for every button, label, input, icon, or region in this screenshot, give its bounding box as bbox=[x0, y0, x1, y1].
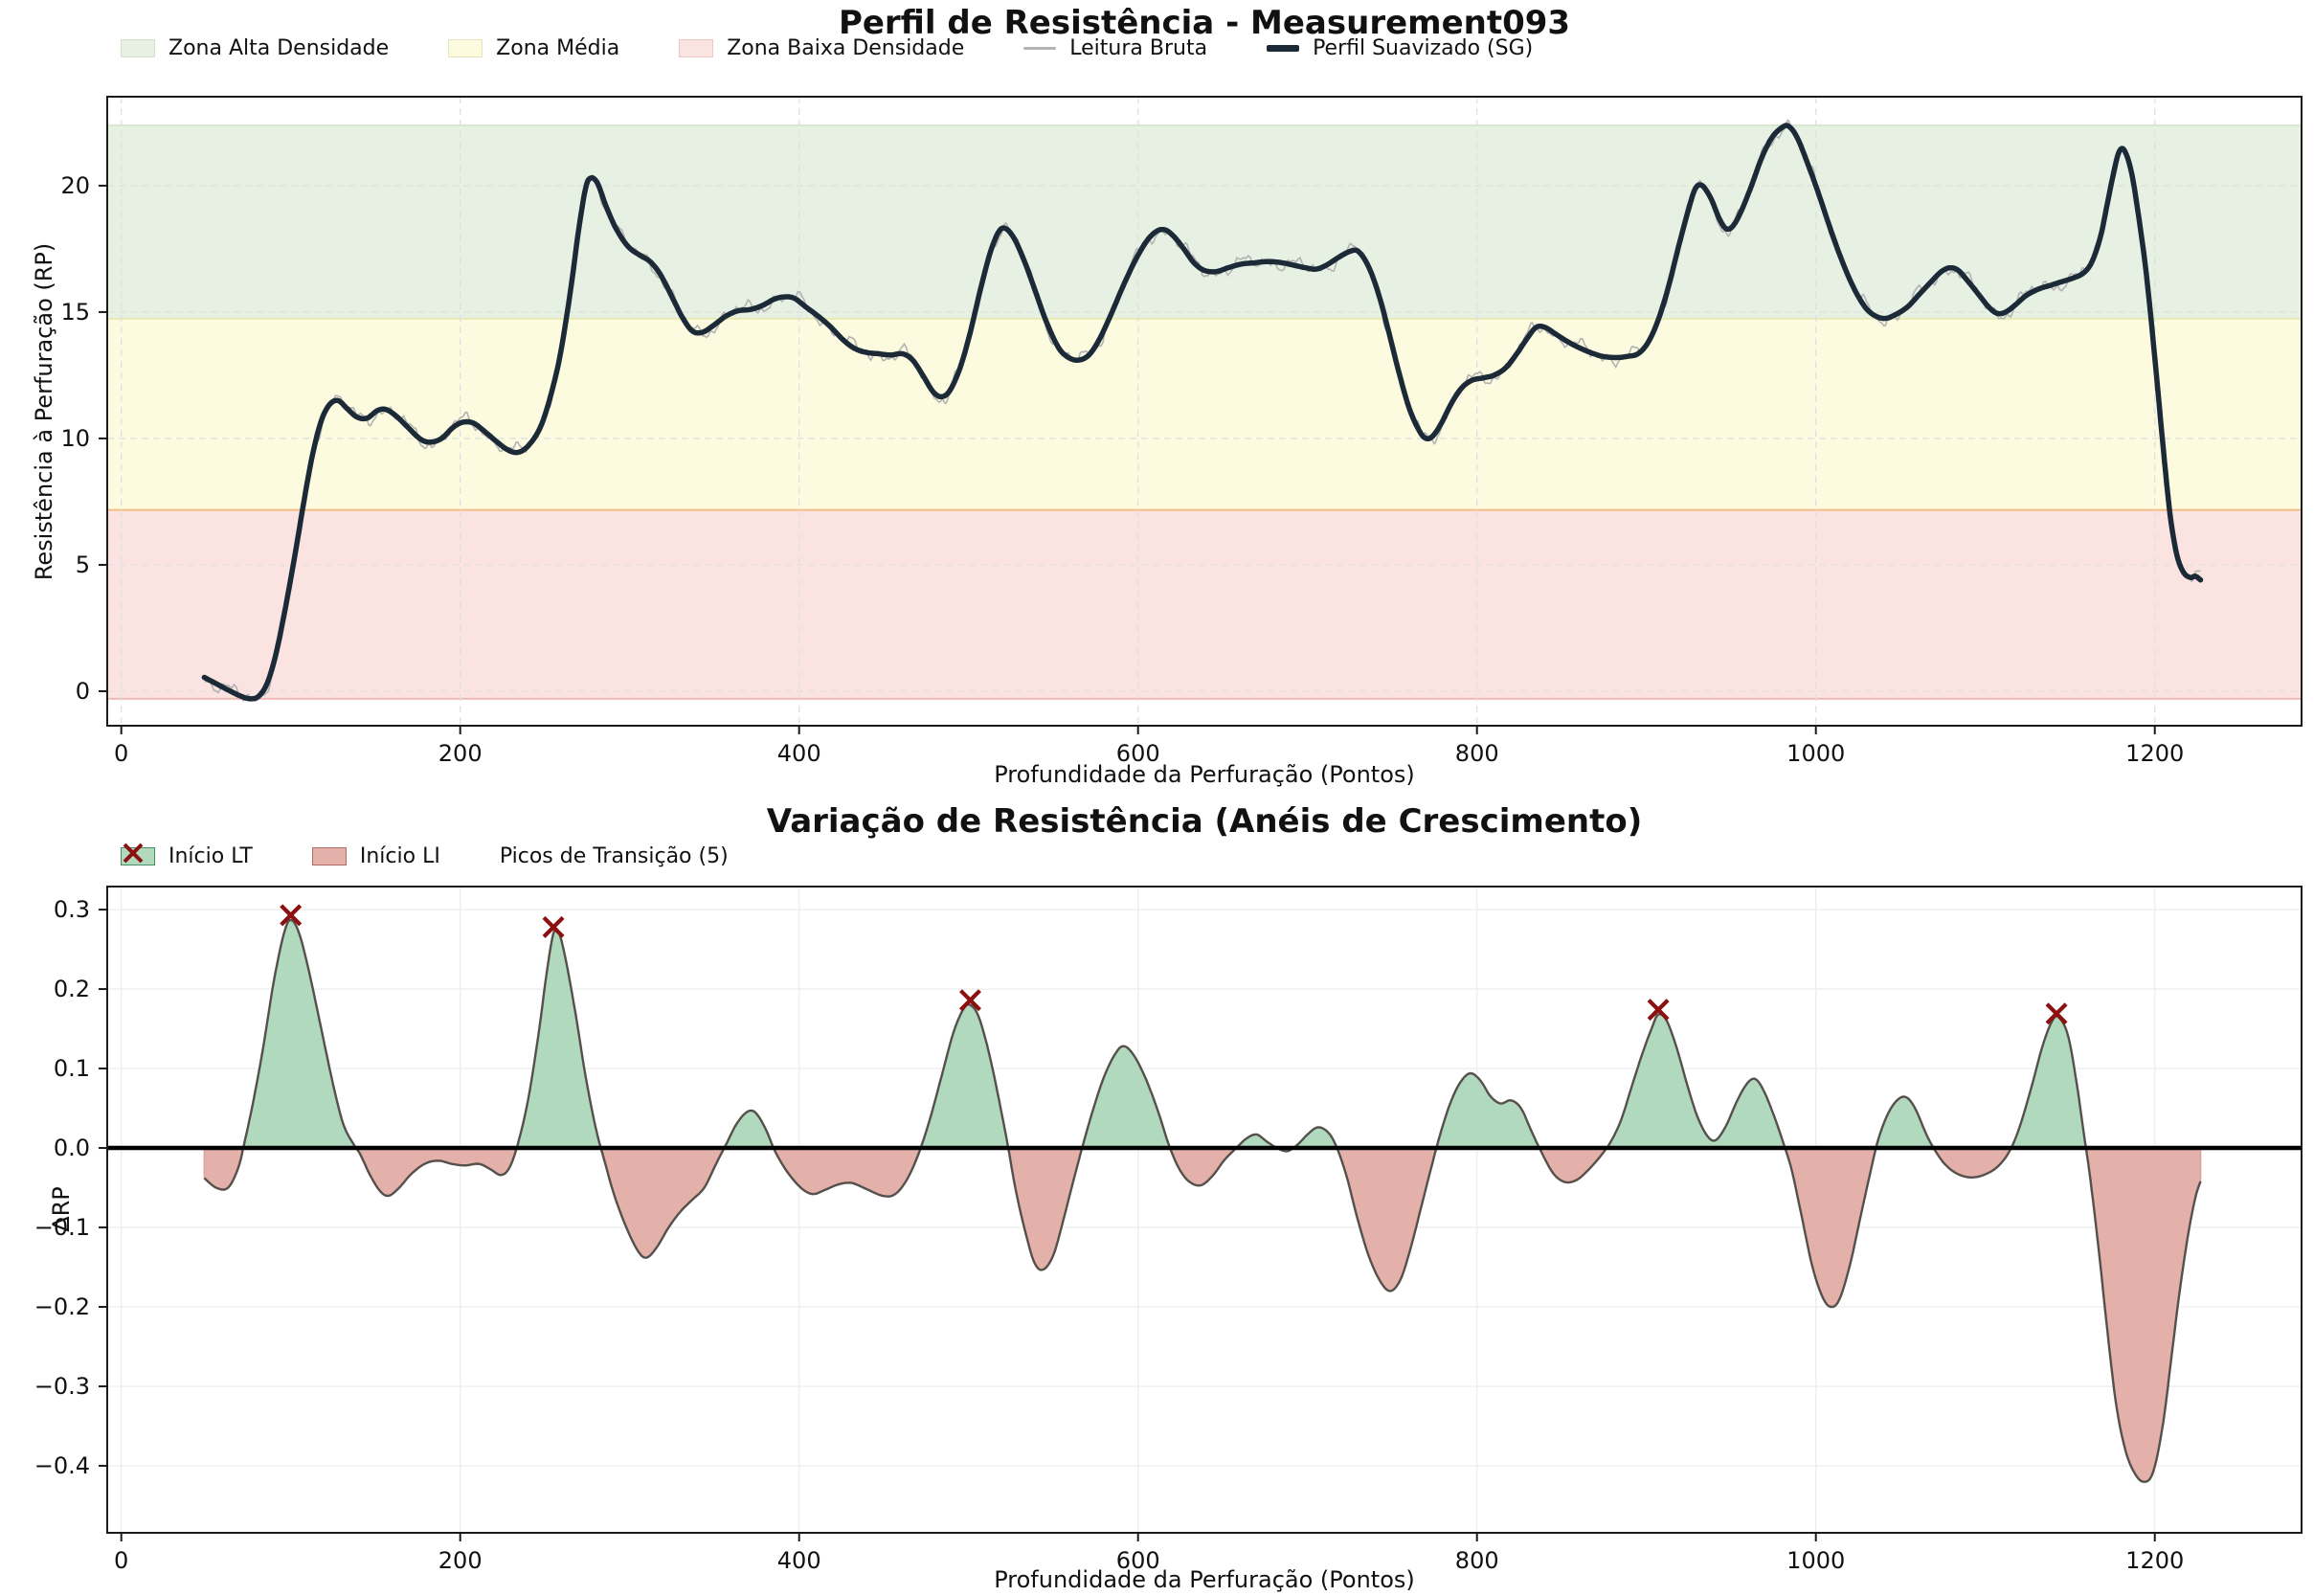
positive-area-fill bbox=[1292, 1126, 1338, 1149]
positive-area-fill bbox=[1435, 1072, 1541, 1149]
x-tick-label: 200 bbox=[438, 1547, 483, 1574]
y-tick-label: 0.1 bbox=[54, 1055, 90, 1082]
x-tick-label: 1000 bbox=[1786, 740, 1845, 767]
legend-item: Perfil Suavizado (SG) bbox=[1267, 36, 1533, 60]
legend-item: Início LT bbox=[121, 844, 253, 868]
x-marker-icon bbox=[2045, 1002, 2068, 1025]
y-tick-label: 0.0 bbox=[54, 1135, 90, 1161]
gridlines bbox=[107, 97, 2302, 726]
y-tick-label: 0.3 bbox=[54, 896, 90, 923]
bottom-x-axis-label: Profundidade da Perfuração (Pontos) bbox=[994, 1566, 1415, 1593]
y-tick-label: 15 bbox=[60, 299, 90, 326]
y-tick-label: −0.4 bbox=[34, 1452, 90, 1479]
top-chart-legend: Zona Alta Densidade Zona Média Zona Baixa … bbox=[121, 33, 1533, 63]
tick-marks bbox=[99, 909, 2156, 1541]
delta-curve-line bbox=[203, 918, 2202, 1484]
y-tick-label: 0.2 bbox=[54, 976, 90, 1002]
negative-area-fill bbox=[773, 1147, 922, 1198]
top-plot-area: 0 200 400 600 800 1000 1200 0 5 10 15 20 bbox=[60, 96, 2303, 767]
zone-band bbox=[107, 124, 2302, 319]
y-tick-label: −0.1 bbox=[34, 1214, 90, 1241]
x-tick-label: 200 bbox=[438, 740, 483, 767]
negative-area-fill bbox=[599, 1147, 726, 1259]
y-tick-label: −0.3 bbox=[34, 1373, 90, 1400]
legend-item: Zona Baixa Densidade bbox=[679, 36, 964, 60]
legend-item: Início LI bbox=[311, 843, 440, 868]
x-tick-label: 600 bbox=[1116, 740, 1160, 767]
positive-area-fill bbox=[2010, 1015, 2087, 1149]
y-tick-label: 0 bbox=[76, 678, 90, 705]
bottom-chart-title: Variação de Resistência (Anéis de Cresci… bbox=[766, 802, 1643, 841]
legend-patch-swatch bbox=[311, 846, 347, 865]
legend-item: Leitura Bruta bbox=[1023, 36, 1207, 60]
bottom-chart-legend: Início LT Início LI Picos de Transição (5) bbox=[121, 841, 729, 871]
x-tick-label: 600 bbox=[1116, 1547, 1160, 1574]
legend-label: Zona Baixa Densidade bbox=[727, 35, 965, 60]
negative-area-fill bbox=[1168, 1147, 1239, 1187]
tick-marks bbox=[99, 184, 2156, 734]
transition-peak-markers bbox=[280, 904, 2068, 1025]
positive-area-fill bbox=[1081, 1045, 1172, 1149]
legend-label: Picos de Transição (5) bbox=[499, 843, 729, 868]
smoothed-profile-line bbox=[201, 123, 2204, 702]
x-tick-label: 1200 bbox=[2125, 1547, 2184, 1574]
y-tick-label: 10 bbox=[60, 425, 90, 452]
x-tick-label: 800 bbox=[1455, 740, 1499, 767]
legend-label: Zona Alta Densidade bbox=[168, 35, 390, 60]
top-x-axis-label: Profundidade da Perfuração (Pontos) bbox=[994, 761, 1415, 788]
bottom-plot-area: 0 200 400 600 800 1000 1200 0.3 0.2 0.1 0.0 −0.1 −0.… bbox=[34, 886, 2303, 1574]
legend-label: Zona Média bbox=[496, 35, 620, 60]
y-tick-label: 5 bbox=[76, 551, 90, 578]
top-chart-title: Perfil de Resistência - Measurement093 bbox=[838, 4, 1571, 42]
legend-label: Início LT bbox=[168, 843, 253, 868]
legend-patch-swatch bbox=[448, 38, 483, 57]
legend-patch-swatch bbox=[679, 38, 714, 57]
x-tick-label: 0 bbox=[114, 740, 128, 767]
legend-label: Leitura Bruta bbox=[1069, 35, 1208, 60]
x-marker-icon bbox=[1647, 999, 1670, 1022]
zone-band bbox=[107, 509, 2302, 699]
axes-frame bbox=[106, 886, 2303, 1534]
legend-label: Início LI bbox=[359, 843, 440, 868]
negative-area-fill bbox=[1336, 1147, 1438, 1293]
legend-item: Zona Alta Densidade bbox=[121, 36, 389, 60]
x-tick-label: 1000 bbox=[1786, 1547, 1845, 1574]
gridlines bbox=[107, 887, 2302, 1533]
x-marker-icon bbox=[280, 904, 303, 927]
zone-band bbox=[107, 318, 2302, 510]
negative-area-fill bbox=[1932, 1147, 2013, 1179]
legend-line-swatch bbox=[1267, 44, 1300, 52]
x-marker-icon bbox=[958, 989, 981, 1012]
y-tick-label: −0.2 bbox=[34, 1293, 90, 1320]
x-tick-label: 0 bbox=[114, 1547, 128, 1574]
axes-frame bbox=[106, 96, 2303, 727]
legend-label: Perfil Suavizado (SG) bbox=[1313, 35, 1534, 60]
legend-line-swatch bbox=[1023, 46, 1057, 50]
x-marker-icon bbox=[123, 843, 144, 864]
y-tick-label: 20 bbox=[60, 172, 90, 199]
legend-item: Zona Média bbox=[448, 36, 619, 60]
x-tick-label: 1200 bbox=[2125, 740, 2184, 767]
legend-item: Picos de Transição (5) bbox=[123, 843, 729, 868]
x-marker-icon bbox=[542, 915, 565, 938]
x-tick-label: 800 bbox=[1455, 1547, 1499, 1574]
x-tick-label: 400 bbox=[777, 1547, 821, 1574]
positive-area-fill bbox=[515, 927, 602, 1149]
legend-patch-swatch bbox=[121, 38, 155, 57]
x-tick-label: 400 bbox=[777, 740, 821, 767]
negative-area-fill bbox=[2084, 1147, 2202, 1483]
